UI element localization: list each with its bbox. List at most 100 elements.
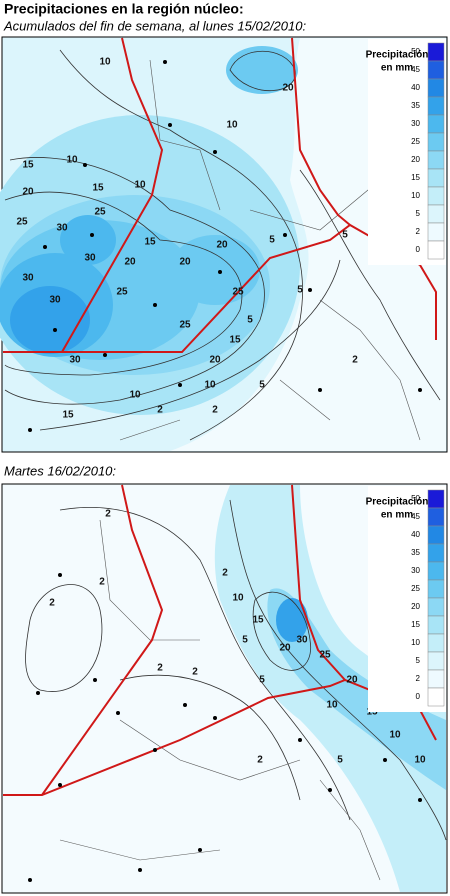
area-25 <box>226 46 298 94</box>
legend-level: 50 <box>411 47 420 56</box>
station <box>116 711 120 715</box>
contour-label: 20 <box>22 187 34 198</box>
contour-label: 15 <box>366 707 378 718</box>
station <box>103 353 107 357</box>
legend-swatch <box>427 597 445 617</box>
contour-label: 30 <box>69 355 81 366</box>
station <box>83 163 87 167</box>
contour <box>59 507 351 821</box>
contour-label: 10 <box>389 730 401 741</box>
contour-label: 10 <box>226 120 238 131</box>
contour-label: 5 <box>269 235 275 246</box>
contour-label: 30 <box>22 273 34 284</box>
contour-label: 15 <box>62 410 74 421</box>
contour-label: 30 <box>49 295 61 306</box>
contour-label: 10 <box>66 155 78 166</box>
legend-level: 35 <box>411 548 420 557</box>
legend-swatch <box>427 240 445 260</box>
legend-swatch <box>427 579 445 599</box>
station <box>383 758 387 762</box>
station <box>298 738 302 742</box>
legend-level: 10 <box>411 638 420 647</box>
legend-level: 45 <box>411 65 420 74</box>
legend-swatch <box>427 543 445 563</box>
contour-label: 2 <box>99 577 105 588</box>
contour-label: 2 <box>49 598 55 609</box>
station <box>138 868 142 872</box>
legend-title: Precipitación <box>366 50 429 61</box>
map-subtitle: Martes 16/02/2010: <box>4 463 116 478</box>
station <box>43 245 47 249</box>
contour-label: 2 <box>192 667 198 678</box>
contour-label: 30 <box>56 223 68 234</box>
legend-level: 0 <box>416 245 421 254</box>
legend-swatch <box>427 651 445 671</box>
contour <box>59 49 303 441</box>
contour-label: 20 <box>124 257 136 268</box>
contour-label: 2 <box>212 405 218 416</box>
legend-swatch <box>427 489 445 509</box>
legend-swatch <box>427 96 445 116</box>
station <box>308 288 312 292</box>
legend-unit: en mm <box>381 63 413 74</box>
legend-swatch <box>427 204 445 224</box>
station <box>418 798 422 802</box>
province-border <box>291 484 346 681</box>
station <box>328 788 332 792</box>
contour <box>25 584 103 692</box>
province-border <box>3 223 437 353</box>
contour-label: 2 <box>105 509 111 520</box>
legend-level: 15 <box>411 620 420 629</box>
contour-label: 25 <box>116 287 128 298</box>
legend-level: 35 <box>411 101 420 110</box>
contour-label: 15 <box>92 183 104 194</box>
legend-swatch <box>427 525 445 545</box>
contour-label: 20 <box>179 257 191 268</box>
contour-label: 10 <box>232 593 244 604</box>
legend-level: 45 <box>411 512 420 521</box>
contour <box>4 191 243 376</box>
legend-swatch <box>427 633 445 653</box>
station <box>418 388 422 392</box>
station <box>58 783 62 787</box>
province-border <box>41 484 164 796</box>
legend-level: 20 <box>411 155 420 164</box>
contour-label: 20 <box>279 643 291 654</box>
contour <box>4 157 265 405</box>
legend-level: 20 <box>411 602 420 611</box>
contour-label: 10 <box>134 180 146 191</box>
station <box>198 848 202 852</box>
contour-label: 2 <box>157 405 163 416</box>
legend-swatch <box>427 60 445 80</box>
legend-swatch <box>427 42 445 62</box>
contour <box>299 169 441 401</box>
legend-level: 2 <box>416 227 421 236</box>
contour-label: 10 <box>414 755 426 766</box>
station <box>53 328 57 332</box>
contour-label: 10 <box>99 57 111 68</box>
contour-label: 2 <box>157 663 163 674</box>
station <box>28 428 32 432</box>
contour-label: 15 <box>252 615 264 626</box>
department-border <box>59 519 381 881</box>
legend-level: 10 <box>411 191 420 200</box>
page-title: Precipitaciones en la región núcleo: <box>4 1 244 17</box>
legend-swatch <box>427 222 445 242</box>
station <box>168 123 172 127</box>
legend-swatch <box>427 168 445 188</box>
contour-label: 25 <box>319 650 331 661</box>
legend-title: Precipitación <box>366 497 429 508</box>
legend-swatch <box>427 150 445 170</box>
contour-label: 25 <box>94 207 106 218</box>
station <box>153 748 157 752</box>
area-30 <box>60 215 116 265</box>
legend-swatch <box>427 669 445 689</box>
legend-level: 25 <box>411 137 420 146</box>
legend-level: 25 <box>411 584 420 593</box>
province-border <box>291 37 351 226</box>
legend-swatch <box>427 507 445 527</box>
contour-label: 5 <box>247 315 253 326</box>
station <box>90 233 94 237</box>
station <box>153 303 157 307</box>
legend-level: 30 <box>411 566 420 575</box>
